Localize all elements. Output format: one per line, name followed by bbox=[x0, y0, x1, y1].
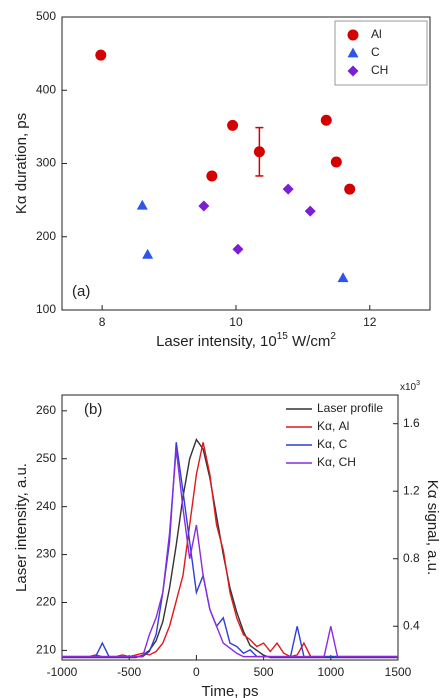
legend-marker bbox=[347, 29, 359, 41]
line-series bbox=[62, 442, 398, 658]
y-axis-label: Kα duration, ps bbox=[13, 113, 30, 214]
legend-label: Al bbox=[371, 27, 382, 41]
point bbox=[142, 248, 154, 259]
x-tick-label: 500 bbox=[254, 665, 274, 679]
x-axis-label: Laser intensity, 1015 W/cm2 bbox=[156, 331, 336, 350]
legend-marker bbox=[347, 65, 359, 77]
x-tick-label: 0 bbox=[193, 665, 200, 679]
point bbox=[337, 272, 349, 283]
y2-multiplier: x103 bbox=[400, 380, 420, 392]
point bbox=[227, 119, 239, 131]
y-tick-label: 240 bbox=[36, 499, 56, 513]
point bbox=[95, 49, 107, 61]
y-tick-label: 100 bbox=[36, 302, 56, 316]
point bbox=[282, 183, 294, 195]
point bbox=[136, 199, 148, 210]
y2-axis-label: Kα signal, a.u. bbox=[424, 480, 441, 575]
point bbox=[320, 114, 332, 126]
legend-label: CH bbox=[371, 63, 388, 77]
y-tick-label: 230 bbox=[36, 547, 56, 561]
x-tick-label: -500 bbox=[117, 665, 141, 679]
y2-tick-label: 0.4 bbox=[403, 618, 420, 632]
point bbox=[198, 200, 210, 212]
point bbox=[206, 170, 218, 182]
y-tick-label: 300 bbox=[36, 156, 56, 170]
y-tick-label: 220 bbox=[36, 595, 56, 609]
legend-marker bbox=[347, 47, 359, 58]
y-tick-label: 210 bbox=[36, 643, 56, 657]
y-tick-label: 260 bbox=[36, 403, 56, 417]
x-axis-label-part: W/cm bbox=[288, 333, 331, 350]
x-axis-label-part: 15 bbox=[277, 331, 289, 342]
x-tick-label: 8 bbox=[99, 315, 106, 329]
panel-label: (a) bbox=[72, 283, 90, 300]
y-tick-label: 400 bbox=[36, 82, 56, 96]
point bbox=[344, 183, 356, 195]
plot-frame bbox=[61, 394, 399, 661]
point bbox=[253, 146, 265, 158]
y2-tick-label: 1.6 bbox=[403, 416, 420, 430]
x-tick-label: 1000 bbox=[317, 665, 344, 679]
point bbox=[304, 205, 316, 217]
x-tick-label: 1500 bbox=[385, 665, 412, 679]
x-axis-label-part: Laser intensity, 10 bbox=[156, 333, 277, 350]
y-tick-label: 200 bbox=[36, 229, 56, 243]
y2-tick-label: 0.8 bbox=[403, 551, 420, 565]
y2-multiplier-part: 3 bbox=[416, 380, 420, 387]
point bbox=[330, 156, 342, 168]
line-series bbox=[62, 442, 398, 658]
legend-label: Kα, Al bbox=[317, 419, 349, 433]
legend-label: Kα, C bbox=[317, 437, 348, 451]
y-axis-label: Laser intensity, a.u. bbox=[13, 463, 30, 592]
legend-label: Kα, CH bbox=[317, 455, 356, 469]
x-axis-label: Time, ps bbox=[202, 683, 259, 698]
panel-label: (b) bbox=[84, 401, 102, 418]
point bbox=[232, 243, 244, 255]
y2-multiplier-part: x10 bbox=[400, 382, 417, 393]
x-axis-label-part: 2 bbox=[330, 331, 336, 342]
x-tick-label: 12 bbox=[363, 315, 377, 329]
y-tick-label: 500 bbox=[36, 9, 56, 23]
x-tick-label: -1000 bbox=[47, 665, 78, 679]
y-tick-label: 250 bbox=[36, 451, 56, 465]
line-series bbox=[62, 448, 398, 658]
y2-tick-label: 1.2 bbox=[403, 483, 420, 497]
x-tick-label: 10 bbox=[229, 315, 243, 329]
legend-label: C bbox=[371, 45, 380, 59]
legend-label: Laser profile bbox=[317, 401, 383, 415]
line-series bbox=[62, 438, 398, 659]
